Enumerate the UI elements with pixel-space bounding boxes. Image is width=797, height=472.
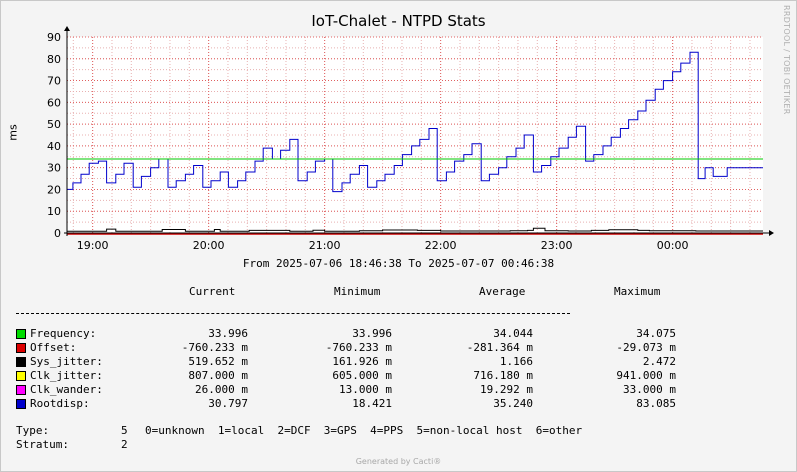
legend-current: -760.233 m [181, 341, 248, 354]
y-axis-ticks: 0 10 20 30 40 50 60 70 80 90 [47, 31, 61, 240]
legend-average: 1.166 [499, 355, 533, 368]
legend-divider [16, 313, 570, 314]
legend-current: 30.797 [208, 397, 248, 410]
legend-name: Clk_wander: [30, 383, 103, 396]
legend-swatch [16, 399, 26, 409]
stratum-label: Stratum: [16, 438, 69, 451]
chart-series [67, 51, 763, 235]
legend-swatch [16, 329, 26, 339]
legend-minimum: 605.000 m [332, 369, 392, 382]
legend-current: 519.652 m [188, 355, 248, 368]
x-tick-label: 20:00 [193, 239, 225, 252]
legend-average: 19.292 m [480, 383, 533, 396]
legend-current: 33.996 [208, 327, 248, 340]
y-tick-label: 90 [47, 31, 61, 44]
y-tick-label: 70 [47, 75, 61, 88]
legend-maximum: 33.000 m [623, 383, 676, 396]
legend-average: 35.240 [493, 397, 533, 410]
legend-name: Rootdisp: [30, 397, 90, 410]
legend-current: 807.000 m [188, 369, 248, 382]
type-legend: 0=unknown 1=local 2=DCF 3=GPS 4=PPS 5=no… [145, 424, 583, 437]
y-tick-label: 0 [54, 227, 61, 240]
series-line-sys_jitter [67, 227, 763, 232]
y-axis-arrow-icon [64, 26, 70, 31]
y-tick-label: 40 [47, 140, 61, 153]
cacti-footer: Generated by Cacti® [355, 457, 442, 466]
legend-swatch [16, 371, 26, 381]
x-tick-label: 22:00 [425, 239, 457, 252]
legend-row: Offset: -760.233 m -760.233 m -281.364 m -29… [0, 341, 797, 355]
legend-name: Clk_jitter: [30, 369, 103, 382]
y-tick-label: 30 [47, 162, 61, 175]
legend-row: Clk_wander: 26.000 m 13.000 m 19.292 m 33.00… [0, 383, 797, 397]
legend-maximum: 2.472 [642, 355, 676, 368]
stratum-value: 2 [121, 438, 128, 451]
type-label: Type: [16, 424, 50, 437]
header-maximum: Maximum [614, 285, 661, 298]
legend-swatch [16, 357, 26, 367]
legend-current: 26.000 m [195, 383, 248, 396]
legend-row: Rootdisp: 30.797 18.421 35.240 83.085 [0, 397, 797, 411]
legend-name: Offset: [30, 341, 77, 354]
x-tick-label: 21:00 [309, 239, 341, 252]
y-tick-label: 50 [47, 118, 61, 131]
legend-average: 34.044 [493, 327, 533, 340]
legend-swatch [16, 343, 26, 353]
legend-maximum: -29.073 m [616, 341, 676, 354]
legend-average: -281.364 m [466, 341, 533, 354]
legend-row: Clk_jitter: 807.000 m 605.000 m 716.180 m 94… [0, 369, 797, 383]
legend-minimum: -760.233 m [325, 341, 392, 354]
x-axis-ticks: 19:00 20:00 21:00 22:00 23:00 00:00 [77, 239, 689, 252]
legend-minimum: 33.996 [352, 327, 392, 340]
series-line-rootdisp [67, 51, 763, 193]
time-range-label: From 2025-07-06 18:46:38 To 2025-07-07 0… [242, 257, 555, 270]
type-value: 5 [121, 424, 128, 437]
chart-axes [64, 26, 774, 236]
legend-name: Sys_jitter: [30, 355, 103, 368]
ntpd-chart: 0 10 20 30 40 50 60 70 80 90 19:00 20:00 21:00 22:00… [47, 26, 774, 252]
y-tick-label: 80 [47, 53, 61, 66]
legend-minimum: 13.000 m [339, 383, 392, 396]
x-tick-label: 23:00 [541, 239, 573, 252]
legend-maximum: 83.085 [636, 397, 676, 410]
y-tick-label: 60 [47, 96, 61, 109]
y-tick-label: 10 [47, 205, 61, 218]
rrdtool-watermark: RRDTOOL / TOBI OETIKER [782, 5, 791, 115]
legend-maximum: 34.075 [636, 327, 676, 340]
legend-average: 716.180 m [473, 369, 533, 382]
chart-title: IoT-Chalet - NTPD Stats [311, 12, 486, 30]
header-minimum: Minimum [334, 285, 381, 298]
header-current: Current [189, 285, 236, 298]
legend-minimum: 18.421 [352, 397, 392, 410]
header-average: Average [479, 285, 526, 298]
x-tick-label: 00:00 [657, 239, 689, 252]
legend-row: Frequency: 33.996 33.996 34.044 34.075 [0, 327, 797, 341]
legend-minimum: 161.926 m [332, 355, 392, 368]
legend-row: Sys_jitter: 519.652 m 161.926 m 1.166 2.472 [0, 355, 797, 369]
legend-name: Frequency: [30, 327, 97, 340]
x-tick-label: 19:00 [77, 239, 109, 252]
legend-maximum: 941.000 m [616, 369, 676, 382]
chart-grid [67, 36, 763, 234]
legend-swatch [16, 385, 26, 395]
x-axis-arrow-icon [769, 230, 774, 236]
y-tick-label: 20 [47, 183, 61, 196]
